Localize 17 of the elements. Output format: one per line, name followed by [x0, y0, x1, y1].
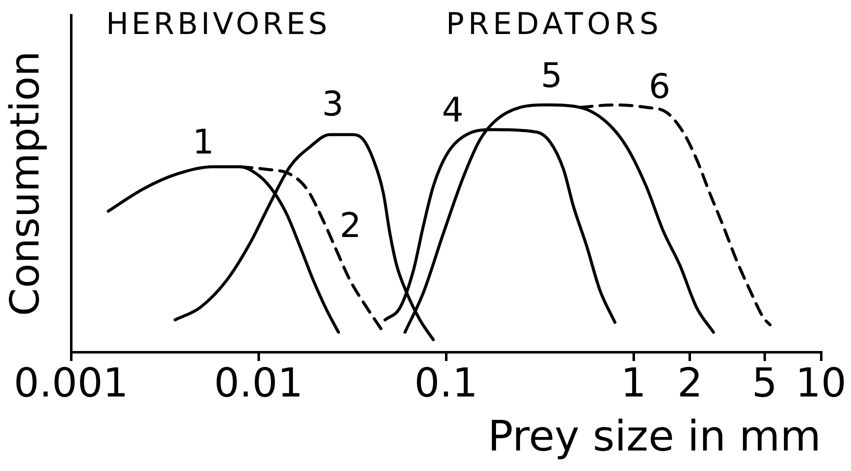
series-label: 2	[340, 206, 362, 246]
series-label: 3	[322, 84, 344, 124]
x-tick-label: 5	[752, 360, 778, 406]
y-axis-title: Consumption	[2, 51, 48, 316]
text: PREDATORS	[446, 7, 662, 42]
x-axis-title: Prey size in mm	[488, 412, 821, 461]
x-tick-label: 0.001	[14, 360, 128, 406]
x-tick-label: 10	[796, 360, 846, 406]
series-label: 5	[540, 56, 562, 96]
x-tick-label: 0.1	[414, 360, 478, 406]
x-tick-label: 1	[620, 360, 646, 406]
series-label: 1	[192, 122, 214, 163]
text: HERBIVORES	[106, 7, 330, 42]
x-tick-label: 0.01	[214, 360, 304, 406]
series-label: 6	[648, 67, 670, 108]
series-label: 4	[442, 90, 464, 130]
x-tick-label: 2	[677, 360, 703, 406]
